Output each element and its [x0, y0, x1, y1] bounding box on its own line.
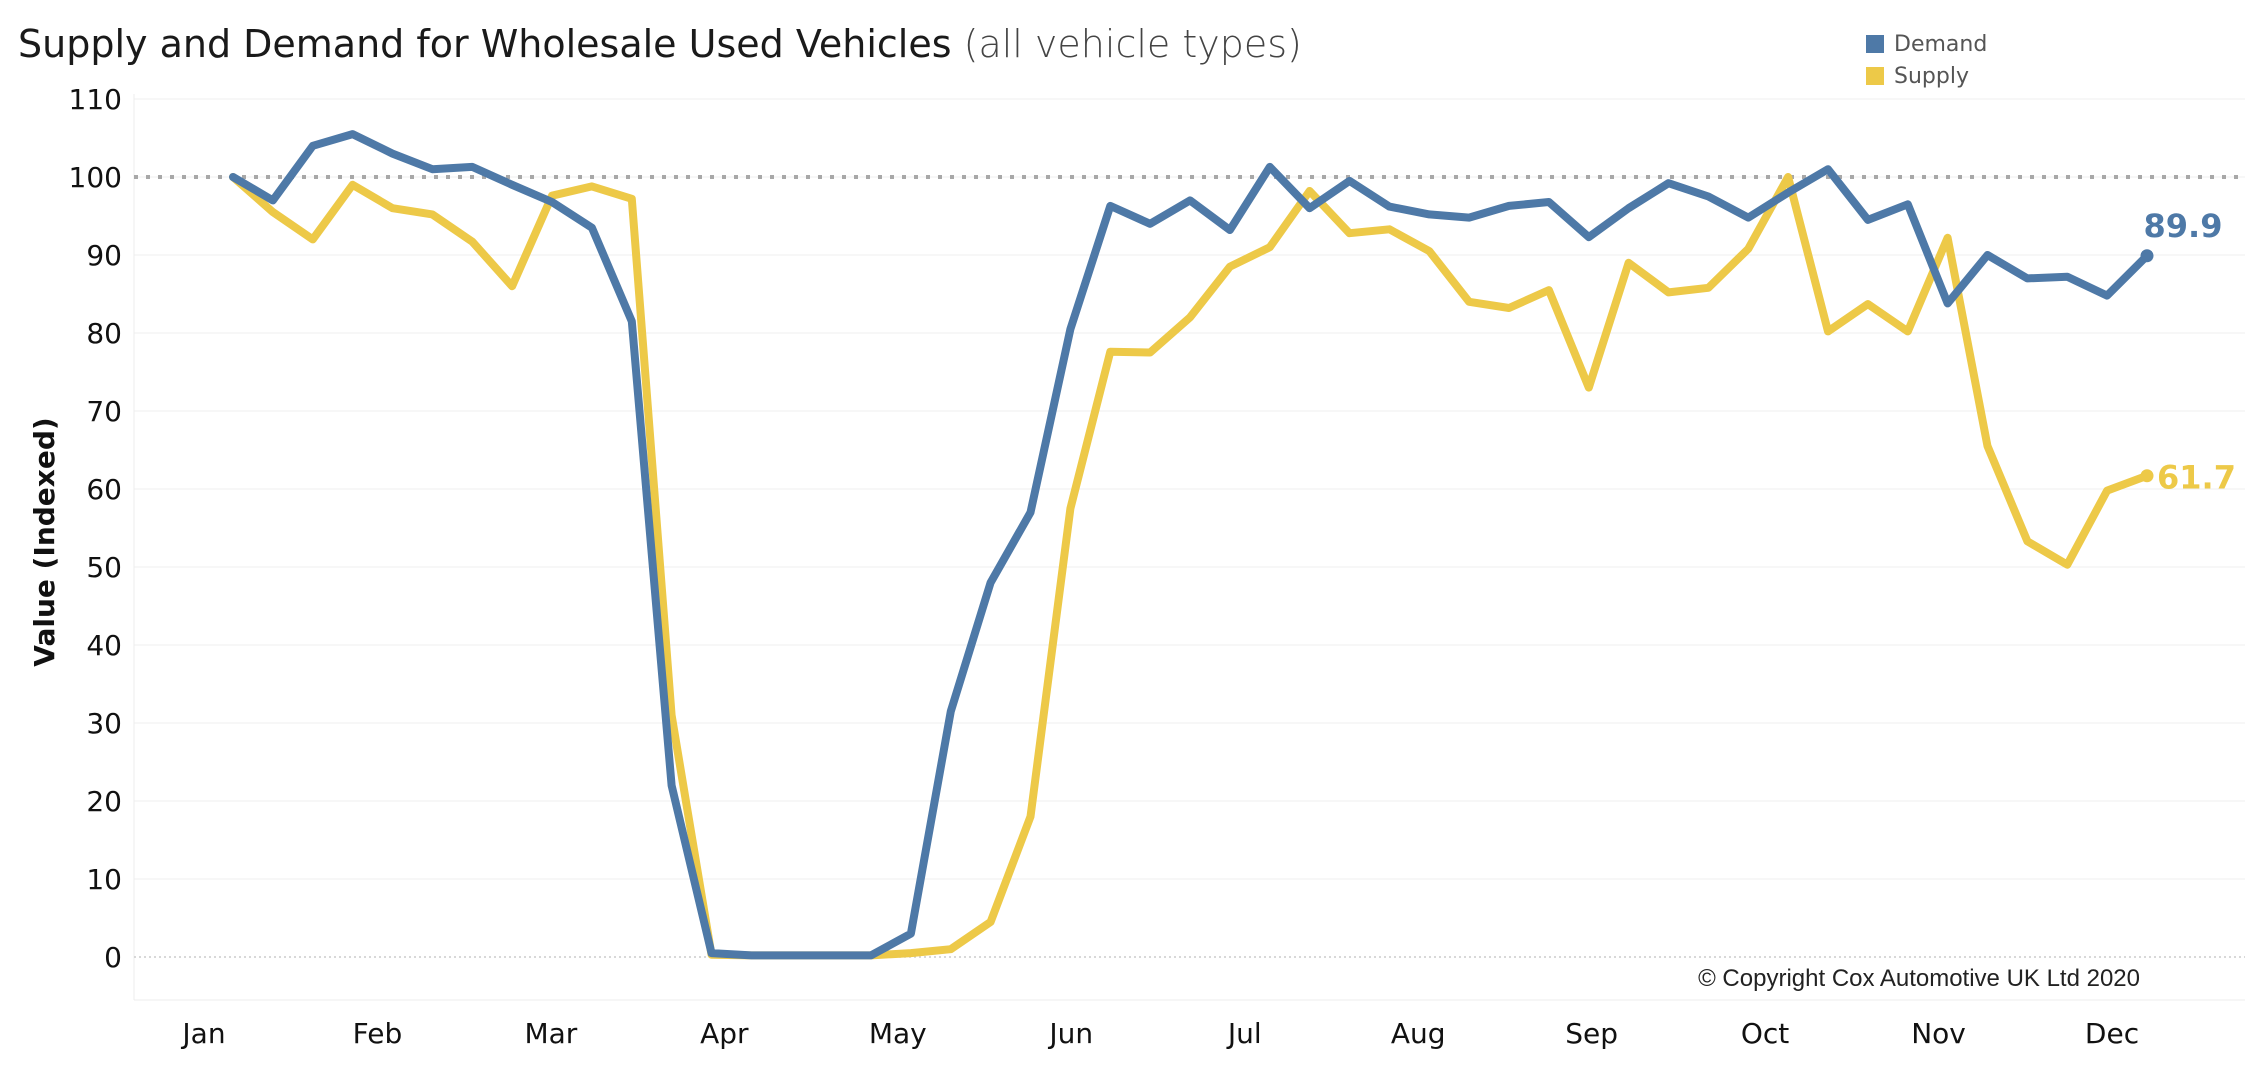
- y-tick-label: 90: [86, 239, 122, 272]
- y-tick-label: 20: [86, 785, 122, 818]
- demand-end-label: 89.9: [2144, 207, 2223, 245]
- series-demand: 89.9: [229, 130, 2223, 960]
- chart-title-main: Supply and Demand for Wholesale Used Veh…: [18, 22, 952, 66]
- demand-end-point[interactable]: [2140, 249, 2154, 263]
- gridlines: [134, 98, 2245, 880]
- y-axis-ticks: 0 10 20 30 40 50 60 70 80 90 100 110: [69, 83, 122, 974]
- x-tick-label: Apr: [700, 1017, 749, 1050]
- copyright-text: © Copyright Cox Automotive UK Ltd 2020: [1698, 965, 2140, 992]
- x-tick-label: Nov: [1911, 1017, 1966, 1050]
- y-tick-label: 40: [86, 629, 122, 662]
- y-tick-label: 30: [86, 707, 122, 740]
- y-tick-label: 60: [86, 473, 122, 506]
- y-tick-label: 100: [69, 161, 122, 194]
- x-tick-label: Mar: [524, 1017, 577, 1050]
- x-axis-ticks: Jan Feb Mar Apr May Jun Jul Aug Sep Oct Nov Dec: [180, 1017, 2139, 1050]
- y-tick-label: 0: [104, 941, 122, 974]
- supply-line[interactable]: [229, 173, 2151, 960]
- x-tick-label: Dec: [2085, 1017, 2139, 1050]
- series-supply: 61.7: [229, 173, 2236, 960]
- x-tick-label: Jul: [1226, 1017, 1262, 1050]
- supply-end-point[interactable]: [2140, 469, 2154, 483]
- legend-item-supply[interactable]: Supply: [1866, 60, 1987, 92]
- y-axis-label: Value (Indexed): [28, 417, 61, 666]
- x-tick-label: May: [869, 1017, 927, 1050]
- y-tick-label: 10: [86, 863, 122, 896]
- legend-swatch-supply: [1866, 67, 1884, 85]
- x-tick-label: Jun: [1047, 1017, 1093, 1050]
- supply-end-label: 61.7: [2157, 459, 2236, 497]
- x-tick-label: Aug: [1391, 1017, 1446, 1050]
- legend-label-supply: Supply: [1894, 63, 1969, 89]
- y-tick-label: 110: [69, 83, 122, 116]
- legend: Demand Supply: [1866, 28, 1987, 92]
- x-tick-label: Jan: [180, 1017, 225, 1050]
- x-tick-label: Sep: [1565, 1017, 1618, 1050]
- y-tick-label: 70: [86, 395, 122, 428]
- demand-line[interactable]: [229, 130, 2151, 960]
- y-tick-label: 80: [86, 317, 122, 350]
- chart-subtitle: (all vehicle types): [963, 22, 1302, 66]
- x-tick-label: Feb: [353, 1017, 403, 1050]
- chart-title: Supply and Demand for Wholesale Used Veh…: [18, 22, 1302, 66]
- y-tick-label: 50: [86, 551, 122, 584]
- series-lines: 61.7 89.9: [229, 130, 2236, 960]
- legend-item-demand[interactable]: Demand: [1866, 28, 1987, 60]
- legend-label-demand: Demand: [1894, 31, 1988, 57]
- x-tick-label: Oct: [1741, 1017, 1789, 1050]
- legend-swatch-demand: [1866, 35, 1884, 53]
